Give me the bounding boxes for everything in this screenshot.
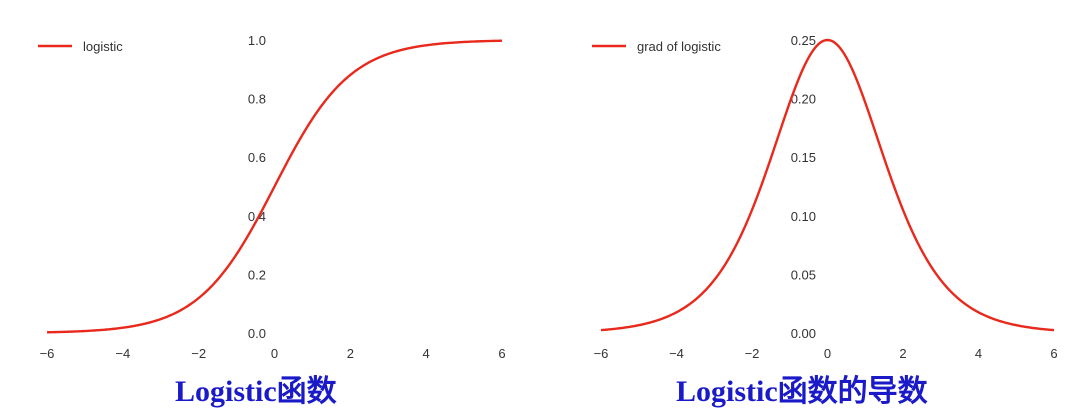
chart-caption-logistic: Logistic函数: [175, 375, 337, 408]
y-tick-label: 0.20: [791, 92, 816, 107]
logistic-grad-chart: −6 −4 −2 0 2 4 6 0.00 0.05 0.10 0.15 0.20 0.25 grad o…: [592, 33, 1058, 361]
y-tick-label: 1.0: [248, 33, 266, 48]
chart-caption-logistic-grad: Logistic函数的导数: [676, 375, 928, 408]
y-tick-label: 0.6: [248, 150, 266, 165]
x-tick-label: 4: [975, 346, 982, 361]
y-tick-label: 0.10: [791, 209, 816, 224]
x-tick-label: 2: [899, 346, 906, 361]
x-tick-label: −2: [745, 346, 760, 361]
x-tick-label: −4: [115, 346, 130, 361]
x-tick-label: −6: [40, 346, 55, 361]
y-tick-label: 0.8: [248, 92, 266, 107]
x-tick-label: 0: [824, 346, 831, 361]
x-tick-label: −4: [669, 346, 684, 361]
y-tick-label: 0.25: [791, 33, 816, 48]
y-tick-label: 0.0: [248, 326, 266, 341]
y-tick-label: 0.15: [791, 150, 816, 165]
series-line: [600, 38, 1055, 332]
series-line: [46, 39, 503, 334]
legend-label: grad of logistic: [637, 39, 721, 54]
y-tick-label: 0.2: [248, 267, 266, 282]
x-tick-label: 2: [347, 346, 354, 361]
x-tick-label: 6: [1050, 346, 1057, 361]
legend-label: logistic: [83, 39, 123, 54]
y-tick-label: 0.00: [791, 326, 816, 341]
x-tick-label: 4: [423, 346, 430, 361]
y-tick-label: 0.05: [791, 267, 816, 282]
x-tick-label: −6: [594, 346, 609, 361]
x-tick-label: 6: [498, 346, 505, 361]
x-tick-label: 0: [271, 346, 278, 361]
x-tick-label: −2: [191, 346, 206, 361]
